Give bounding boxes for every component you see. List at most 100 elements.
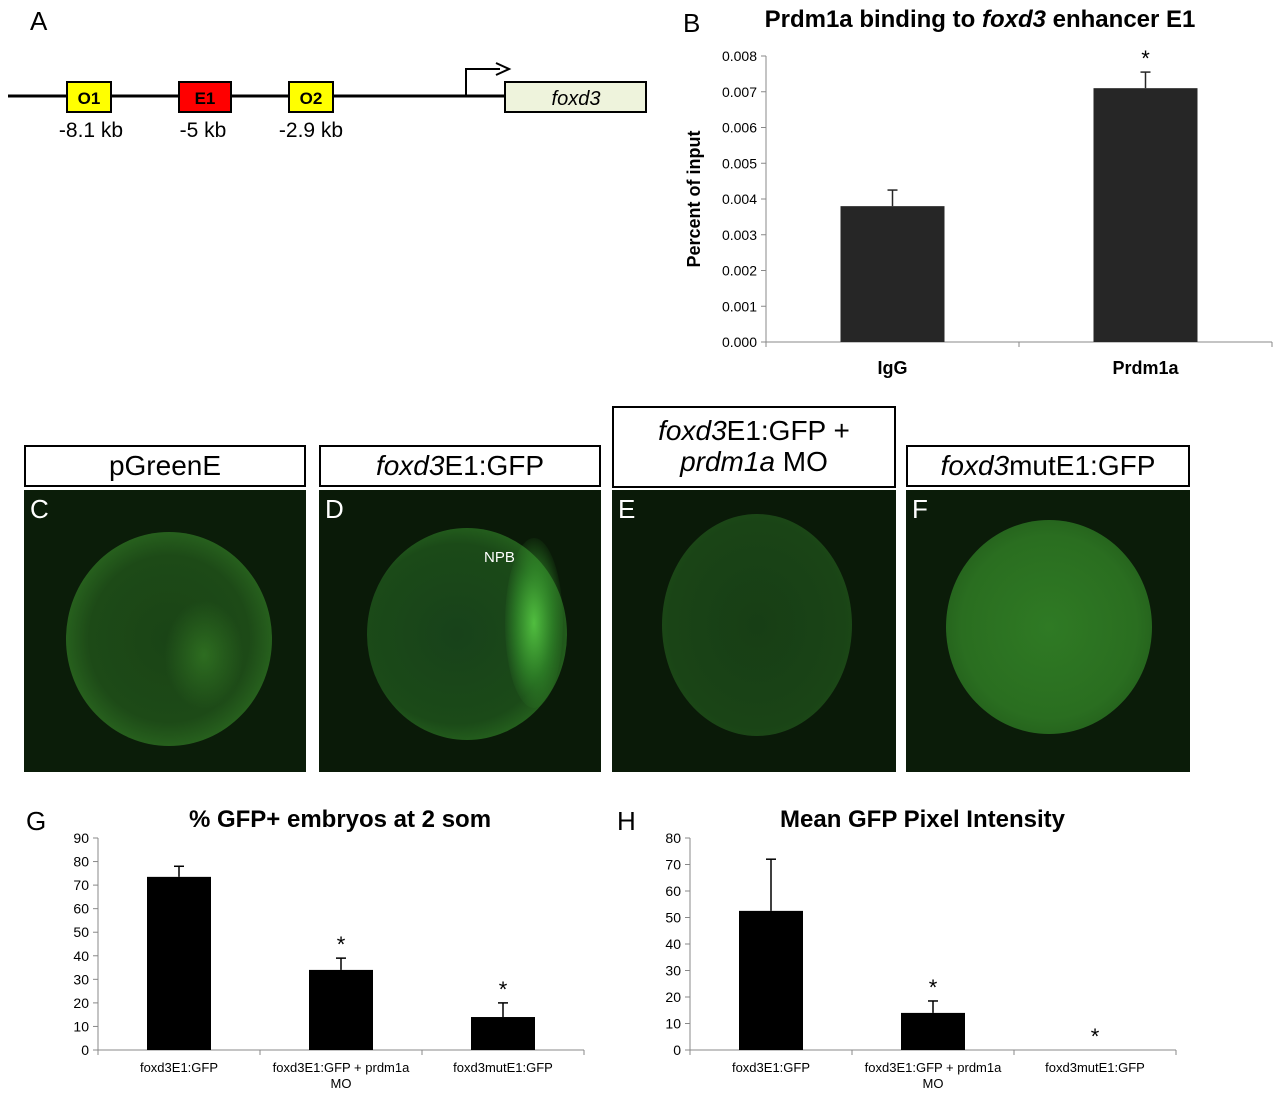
label-d-italic: foxd3: [375, 449, 445, 481]
label-box-d: foxd3E1:GFP: [319, 445, 601, 487]
chart-h-bar: [901, 1012, 965, 1050]
panel-letter-b: B: [683, 8, 701, 38]
chart-g-y-tick-label: 10: [73, 1018, 89, 1034]
enhancer-position-o1: -8.1 kb: [59, 119, 123, 142]
embryo-c-cells: [164, 600, 244, 710]
chart-h-category-label: foxd3E1:GFP: [732, 1060, 810, 1075]
chart-g-category-label: foxd3E1:GFP + prdm1a: [273, 1060, 410, 1075]
chart-h-bar: [739, 910, 803, 1050]
chart-g-category-label: foxd3E1:GFP: [140, 1060, 218, 1075]
chart-g-y-tick-label: 70: [73, 877, 89, 893]
chart-b-bar: [840, 206, 945, 342]
chart-h-y-tick-label: 80: [665, 830, 681, 846]
image-panel-e: E: [612, 490, 896, 772]
chart-g-significance-star: *: [499, 977, 508, 1002]
npb-annotation: NPB: [484, 549, 515, 566]
chart-g-y-tick-label: 0: [81, 1042, 89, 1058]
chart-b-category-label: IgG: [878, 358, 908, 378]
chart-g-y-tick-label: 40: [73, 948, 89, 964]
chart-b-y-tick-label: 0.004: [722, 191, 757, 207]
label-d-rest: E1:GFP: [444, 449, 545, 481]
label-e-line1-rest: E1:GFP +: [726, 415, 850, 447]
chart-g-category-label: MO: [331, 1076, 352, 1091]
chart-b-y-tick-label: 0.000: [722, 334, 757, 350]
panel-letter-h: H: [617, 806, 636, 836]
chart-b-category-label: Prdm1a: [1112, 358, 1179, 378]
gene-label: foxd3: [552, 88, 601, 110]
tss-arrowhead-icon: [495, 62, 512, 76]
npb-cells-d: [505, 538, 563, 708]
chart-h-y-tick-label: 60: [665, 883, 681, 899]
label-box-e: foxd3E1:GFP + prdm1a MO: [612, 406, 896, 488]
chart-g-y-tick-label: 90: [73, 830, 89, 846]
chart-h-y-tick-label: 50: [665, 910, 681, 926]
embryo-f: [946, 520, 1152, 734]
panel-letter-f: F: [912, 494, 928, 524]
chart-b-y-tick-label: 0.008: [722, 48, 757, 64]
label-f-italic: foxd3: [940, 449, 1010, 481]
panel-letter-g: G: [26, 806, 47, 836]
enhancer-label-e1: E1: [195, 89, 216, 108]
chart-h-y-tick-label: 0: [673, 1042, 681, 1058]
chart-b-title-italic: foxd3: [981, 6, 1046, 33]
chart-g: 0 10 20 30 40 50 60 70 80 90 foxd3E1:GFP * foxd3E1:G…: [73, 830, 585, 1091]
label-e-line2-italic: prdm1a: [680, 446, 776, 477]
label-c: pGreenE: [108, 449, 222, 481]
chart-g-bar: [147, 876, 211, 1050]
image-panel-d: NPB D: [319, 490, 601, 772]
chart-h-y-tick-label: 30: [665, 963, 681, 979]
chart-b-y-tick-label: 0.005: [722, 155, 757, 171]
label-box-f: foxd3mutE1:GFP: [906, 445, 1190, 487]
chart-g-category-label: foxd3mutE1:GFP: [453, 1060, 553, 1075]
chart-b-title-suffix: enhancer E1: [1045, 6, 1196, 33]
chart-b-y-tick-label: 0.007: [722, 84, 757, 100]
enhancer-position-e1: -5 kb: [180, 119, 227, 142]
tss-arrow-icon: [465, 68, 500, 96]
panel-letter-a: A: [30, 6, 48, 36]
image-panel-f: F: [906, 490, 1190, 772]
chart-b-y-axis-label: Percent of input: [684, 130, 704, 267]
chart-h-y-tick-label: 20: [665, 989, 681, 1005]
enhancer-label-o1: O1: [78, 89, 101, 108]
gene-box: [504, 81, 647, 113]
enhancer-box-o2: [288, 81, 334, 113]
chart-h-y-tick-label: 40: [665, 936, 681, 952]
label-box-c: pGreenE: [24, 445, 306, 487]
chart-h-category-label: foxd3mutE1:GFP: [1045, 1060, 1145, 1075]
chart-h: 0 10 20 30 40 50 60 70 80 foxd3E1:GFP * foxd3E1:GFP…: [665, 830, 1177, 1091]
chart-h-significance-star: *: [1091, 1024, 1100, 1049]
enhancer-diagram: O1 -8.1 kb E1 -5 kb O2 -2.9 kb foxd3: [8, 62, 647, 142]
chart-b-y-tick-label: 0.006: [722, 120, 757, 136]
chart-g-y-tick-label: 80: [73, 854, 89, 870]
chart-g-y-tick-label: 30: [73, 971, 89, 987]
chart-b-title: Prdm1a binding to foxd3 enhancer E1: [700, 6, 1260, 34]
enhancer-box-o1: [66, 81, 112, 113]
chart-b-y-tick-label: 0.001: [722, 298, 757, 314]
chart-g-significance-star: *: [337, 932, 346, 957]
chart-h-y-tick-label: 10: [665, 1016, 681, 1032]
chart-b-significance-star: *: [1141, 46, 1150, 71]
label-f-rest: mutE1:GFP: [1009, 449, 1156, 481]
chart-g-y-tick-label: 60: [73, 901, 89, 917]
embryo-e: [662, 514, 852, 736]
chart-g-bar: [471, 1017, 535, 1050]
label-e-line2-rest: MO: [775, 446, 828, 477]
chart-b-bar: [1093, 88, 1198, 342]
chart-g-y-tick-label: 20: [73, 995, 89, 1011]
chart-g-title: % GFP+ embryos at 2 som: [188, 806, 492, 833]
chart-b-title-prefix: Prdm1a binding to: [764, 6, 982, 33]
enhancer-label-o2: O2: [300, 89, 323, 108]
chart-g-y-tick-label: 50: [73, 924, 89, 940]
enhancer-box-e1: [178, 81, 232, 113]
chart-b-y-tick-label: 0.003: [722, 227, 757, 243]
panel-letter-e: E: [618, 494, 636, 524]
chart-b-y-tick-label: 0.002: [722, 263, 757, 279]
chart-g-bar: [309, 969, 373, 1050]
chart-h-significance-star: *: [929, 975, 938, 1000]
label-e-line1-italic: foxd3: [658, 415, 727, 447]
chart-h-category-label: foxd3E1:GFP + prdm1a: [865, 1060, 1002, 1075]
chart-h-title: Mean GFP Pixel Intensity: [780, 806, 1065, 833]
image-panel-c: C: [24, 490, 306, 772]
chart-h-y-tick-label: 70: [665, 857, 681, 873]
chart-h-category-label: MO: [923, 1076, 944, 1091]
